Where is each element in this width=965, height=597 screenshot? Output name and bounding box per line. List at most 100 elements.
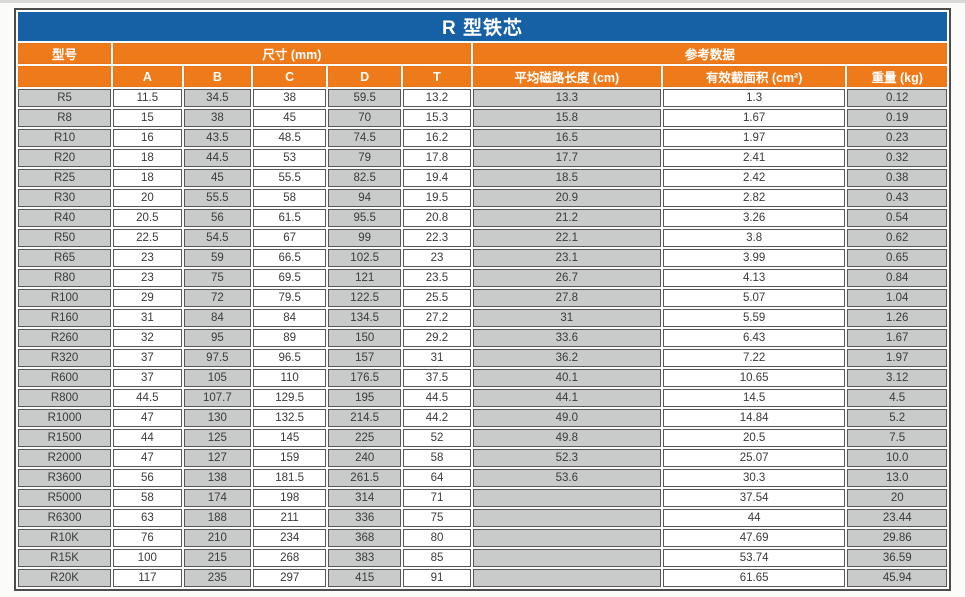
table-row: R40 20.5 56 61.5 95.5 20.8 21.2 3.26 0.54 xyxy=(18,209,947,227)
cell-t: 17.8 xyxy=(403,149,471,167)
header-group-row: 型号 尺寸 (mm) 参考数据 xyxy=(18,43,947,64)
table-row: R6300 63 188 211 336 75 44 23.44 xyxy=(18,509,947,527)
cell-model: R600 xyxy=(18,369,112,387)
cell-magnetic-path-length xyxy=(472,549,661,567)
cell-b: 105 xyxy=(183,369,252,387)
cell-t: 64 xyxy=(403,469,471,487)
cell-model: R20K xyxy=(18,569,112,587)
cell-t: 44.5 xyxy=(403,389,471,407)
table-row: R65 23 59 66.5 102.5 23 23.1 3.99 0.65 xyxy=(18,249,947,267)
cell-effective-cross-section: 53.74 xyxy=(662,549,846,567)
cell-weight: 36.59 xyxy=(847,549,947,567)
table-row: R80 23 75 69.5 121 23.5 26.7 4.13 0.84 xyxy=(18,269,947,287)
cell-weight: 0.84 xyxy=(847,269,947,287)
cell-weight: 3.12 xyxy=(847,369,947,387)
cell-a: 37 xyxy=(113,349,182,367)
cell-weight: 5.2 xyxy=(847,409,947,427)
cell-c: 181.5 xyxy=(253,469,327,487)
cell-t: 22.3 xyxy=(403,229,471,247)
cell-model: R6300 xyxy=(18,509,112,527)
cell-t: 37.5 xyxy=(403,369,471,387)
cell-effective-cross-section: 3.8 xyxy=(662,229,846,247)
cell-weight: 1.04 xyxy=(847,289,947,307)
cell-t: 19.5 xyxy=(403,189,471,207)
cell-b: 127 xyxy=(183,449,252,467)
table-row: R10K 76 210 234 368 80 47.69 29.86 xyxy=(18,529,947,547)
cell-magnetic-path-length: 40.1 xyxy=(472,369,661,387)
cell-b: 107.7 xyxy=(183,389,252,407)
cell-c: 53 xyxy=(253,149,327,167)
cell-c: 145 xyxy=(253,429,327,447)
cell-b: 44.5 xyxy=(183,149,252,167)
cell-d: 82.5 xyxy=(328,169,402,187)
cell-d: 368 xyxy=(328,529,402,547)
cell-model: R1500 xyxy=(18,429,112,447)
cell-a: 11.5 xyxy=(113,89,182,107)
cell-b: 45 xyxy=(183,169,252,187)
cell-d: 70 xyxy=(328,109,402,127)
cell-weight: 20 xyxy=(847,489,947,507)
cell-a: 58 xyxy=(113,489,182,507)
cell-magnetic-path-length: 26.7 xyxy=(472,269,661,287)
cell-effective-cross-section: 61.65 xyxy=(662,569,846,587)
cell-model: R1000 xyxy=(18,409,112,427)
cell-a: 29 xyxy=(113,289,182,307)
cell-t: 23 xyxy=(403,249,471,267)
cell-effective-cross-section: 1.97 xyxy=(662,129,846,147)
cell-effective-cross-section: 4.13 xyxy=(662,269,846,287)
cell-weight: 0.62 xyxy=(847,229,947,247)
cell-a: 23 xyxy=(113,249,182,267)
cell-effective-cross-section: 25.07 xyxy=(662,449,846,467)
cell-model: R80 xyxy=(18,269,112,287)
cell-b: 75 xyxy=(183,269,252,287)
cell-c: 211 xyxy=(253,509,327,527)
cell-t: 85 xyxy=(403,549,471,567)
table-row: R15K 100 215 268 383 85 53.74 36.59 xyxy=(18,549,947,567)
cell-weight: 0.38 xyxy=(847,169,947,187)
cell-a: 20.5 xyxy=(113,209,182,227)
cell-t: 58 xyxy=(403,449,471,467)
cell-b: 43.5 xyxy=(183,129,252,147)
cell-d: 102.5 xyxy=(328,249,402,267)
cell-a: 44 xyxy=(113,429,182,447)
cell-magnetic-path-length: 27.8 xyxy=(472,289,661,307)
col-header-magnetic-path-length: 平均磁路长度 (cm) xyxy=(472,66,661,87)
col-header-blank xyxy=(18,66,112,87)
cell-model: R10 xyxy=(18,129,112,147)
cell-b: 55.5 xyxy=(183,189,252,207)
cell-effective-cross-section: 37.54 xyxy=(662,489,846,507)
cell-model: R3600 xyxy=(18,469,112,487)
cell-a: 63 xyxy=(113,509,182,527)
cell-b: 215 xyxy=(183,549,252,567)
cell-b: 174 xyxy=(183,489,252,507)
cell-d: 214.5 xyxy=(328,409,402,427)
cell-effective-cross-section: 5.59 xyxy=(662,309,846,327)
table-row: R5000 58 174 198 314 71 37.54 20 xyxy=(18,489,947,507)
cell-weight: 0.12 xyxy=(847,89,947,107)
cell-model: R260 xyxy=(18,329,112,347)
cell-effective-cross-section: 20.5 xyxy=(662,429,846,447)
cell-d: 121 xyxy=(328,269,402,287)
cell-model: R160 xyxy=(18,309,112,327)
cell-model: R65 xyxy=(18,249,112,267)
cell-b: 38 xyxy=(183,109,252,127)
cell-model: R25 xyxy=(18,169,112,187)
cell-a: 18 xyxy=(113,149,182,167)
cell-a: 47 xyxy=(113,449,182,467)
table-body: R5 11.5 34.5 38 59.5 13.2 13.3 1.3 0.12 R8 15 38 45 7… xyxy=(18,89,947,587)
cell-d: 157 xyxy=(328,349,402,367)
cell-weight: 0.32 xyxy=(847,149,947,167)
cell-c: 159 xyxy=(253,449,327,467)
cell-c: 38 xyxy=(253,89,327,107)
cell-model: R320 xyxy=(18,349,112,367)
cell-weight: 45.94 xyxy=(847,569,947,587)
cell-model: R2000 xyxy=(18,449,112,467)
cell-model: R8 xyxy=(18,109,112,127)
cell-b: 72 xyxy=(183,289,252,307)
cell-effective-cross-section: 3.99 xyxy=(662,249,846,267)
table-row: R160 31 84 84 134.5 27.2 31 5.59 1.26 xyxy=(18,309,947,327)
cell-magnetic-path-length: 52.3 xyxy=(472,449,661,467)
title-row: R 型铁芯 xyxy=(18,12,947,41)
cell-d: 74.5 xyxy=(328,129,402,147)
cell-d: 99 xyxy=(328,229,402,247)
